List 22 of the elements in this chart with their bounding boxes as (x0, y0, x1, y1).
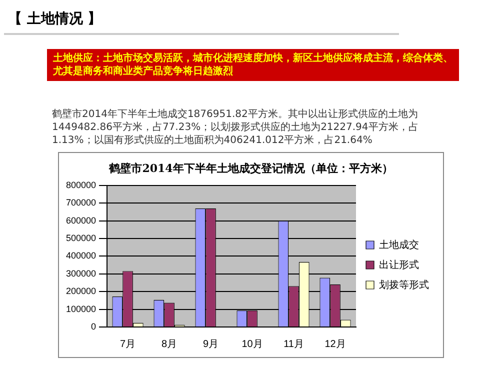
y-tick-label: 300000 (66, 268, 96, 278)
y-tick-label: 700000 (66, 198, 96, 208)
y-tick-label: 600000 (66, 215, 96, 226)
x-tick-label: 7月 (120, 338, 136, 350)
y-tick-label: 500000 (66, 232, 96, 243)
legend-label: 划拨等形式 (379, 278, 429, 291)
x-tick-label: 8月 (161, 338, 178, 350)
legend-label: 土地成交 (379, 238, 419, 251)
x-tick-label: 12月 (324, 338, 346, 350)
x-tick-label: 11月 (284, 338, 304, 350)
text: 鹤壁市2014年下半年土地成交1876951.82平方米。其中以出让形式供应的土地为1449482.86平方米，占77.23%；以划拨形式供应的土地为21227.94平方米，占1.13%；以国有形式供应的土地面积为406241.012平方米，占21.64% (52, 108, 420, 147)
y-tick-label: 100000 (66, 304, 96, 314)
legend-label: 出让形式 (379, 258, 419, 271)
text: 【 土地情况 】 (8, 10, 102, 28)
chart-title: 鹤壁市2014年下半年土地成交登记情况（单位：平方米） (108, 161, 394, 176)
y-tick-label: 800000 (66, 180, 96, 190)
y-tick-label: 400000 (66, 250, 96, 261)
x-tick-label: 10月 (242, 338, 263, 350)
y-tick-label: 200000 (66, 286, 96, 296)
x-tick-label: 9月 (202, 338, 219, 350)
y-tick-label: 0 (91, 321, 96, 332)
text: 土地供应：土地市场交易活跃，城市化进程速度加快，新区土地供应将成主流，综合体类、尤其是商务和商业类产品竞争将日趋激烈 (47, 49, 459, 81)
